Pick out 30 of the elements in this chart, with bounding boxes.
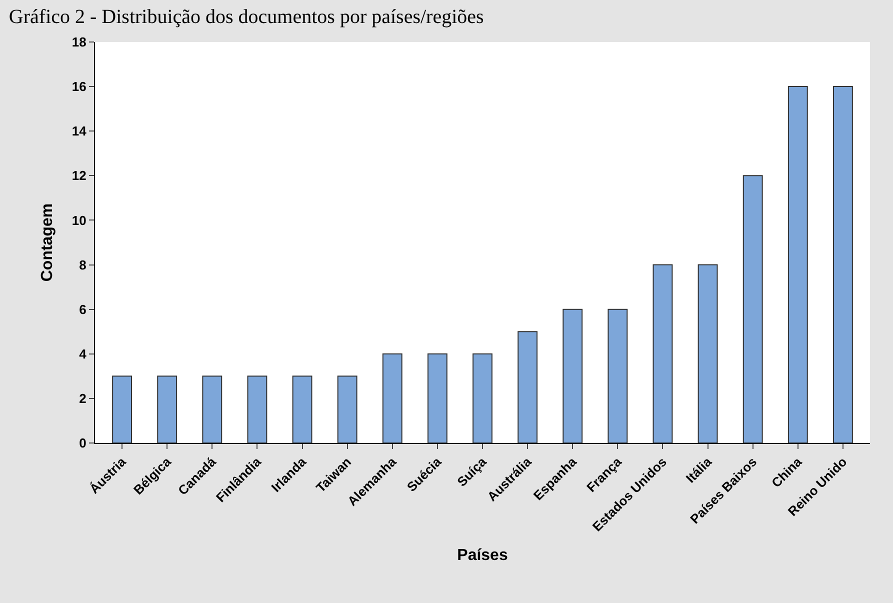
bar <box>337 376 358 443</box>
y-tick-label: 10 <box>72 212 86 228</box>
bar <box>427 353 448 443</box>
y-tick-label: 4 <box>79 346 88 362</box>
bar <box>833 86 853 443</box>
bar <box>292 376 312 443</box>
y-tick-label: 6 <box>79 302 86 317</box>
y-tick-label: 2 <box>79 390 86 406</box>
bar <box>788 86 808 443</box>
bar <box>157 376 178 443</box>
y-tick-label: 16 <box>72 79 86 94</box>
bar <box>472 353 492 443</box>
y-axis-title: Contagem <box>38 203 56 282</box>
bar <box>608 308 628 443</box>
bar <box>112 376 132 443</box>
bar <box>652 264 673 443</box>
y-tick-label: 18 <box>72 34 86 50</box>
chart-title: Gráfico 2 - Distribuição dos documentos por países/regiões <box>8 6 484 28</box>
y-tick-label: 14 <box>72 124 88 139</box>
bar <box>742 175 763 443</box>
y-tick-label: 12 <box>72 168 86 184</box>
bar <box>518 331 538 443</box>
bar <box>562 308 583 443</box>
bar <box>698 264 718 443</box>
y-tick-label: 8 <box>79 257 86 272</box>
bar <box>247 376 268 443</box>
x-axis-title: Países <box>457 546 508 564</box>
bar <box>382 353 402 443</box>
y-tick-label: 0 <box>79 436 86 451</box>
bar <box>202 376 222 443</box>
